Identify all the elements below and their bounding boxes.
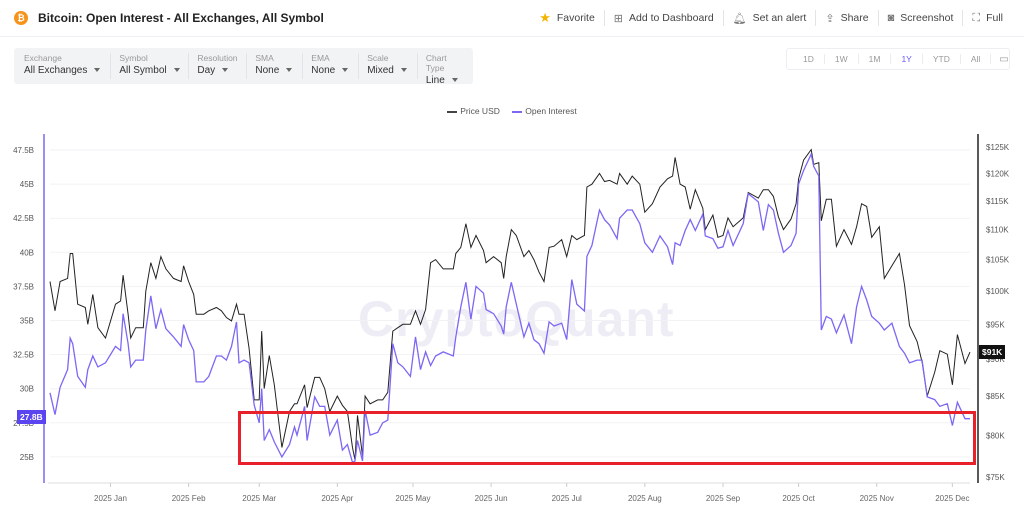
resolution-select[interactable]: Resolution Day (197, 53, 248, 79)
ema-select[interactable]: EMA None (311, 53, 360, 79)
x-axis-tick-label: 2025 Oct (782, 494, 815, 503)
right-axis-tick-label: $110K (986, 226, 1009, 235)
range-1d[interactable]: 1D (793, 54, 825, 64)
x-axis-tick-label: 2025 Dec (935, 494, 969, 503)
share-icon: ⇪ (825, 12, 835, 25)
caret-down-icon (222, 68, 229, 73)
x-axis-tick-label: 2025 Nov (860, 494, 894, 503)
highlight-box (238, 411, 976, 465)
sma-select[interactable]: SMA None (255, 53, 304, 79)
right-axis-tick-label: $105K (986, 256, 1010, 265)
legend-open-interest[interactable]: Open Interest (512, 106, 577, 116)
range-1y[interactable]: 1Y (891, 54, 923, 64)
set-alert-button[interactable]: 🔔︎ Set an alert (722, 10, 816, 26)
right-axis-tick-label: $80K (986, 431, 1005, 440)
caret-down-icon (286, 68, 293, 73)
left-axis-tick-label: 45B (20, 180, 34, 189)
x-axis-tick-label: 2025 Jun (475, 494, 508, 503)
range-1m[interactable]: 1M (859, 54, 892, 64)
left-axis-tick-label: 30B (20, 385, 34, 394)
left-axis-tick-label: 25B (20, 453, 34, 462)
price-last-value-tag: $91K (979, 345, 1006, 359)
x-axis-tick-label: 2025 Aug (628, 494, 662, 503)
chart-controls: Exchange All Exchanges Symbol All Symbol R… (14, 48, 473, 86)
chart-type-select[interactable]: Chart Type Line (426, 53, 468, 86)
add-to-dashboard-button[interactable]: ⊞ Add to Dashboard (603, 10, 723, 26)
right-axis-tick-label: $100K (986, 287, 1010, 296)
bitcoin-icon: ₿ (14, 11, 28, 25)
left-axis-tick-label: 37.5B (13, 282, 34, 291)
calendar-icon[interactable]: ▭ (999, 53, 1009, 65)
fullscreen-icon: ⛶ (972, 11, 981, 24)
star-icon: ★ (539, 10, 551, 25)
range-1w[interactable]: 1W (825, 54, 859, 64)
screenshot-button[interactable]: ◙ Screenshot (877, 10, 963, 26)
left-axis-tick-label: 35B (20, 317, 34, 326)
left-axis-tick-label: 32.5B (13, 351, 34, 360)
page-title: Bitcoin: Open Interest - All Exchanges, … (38, 11, 324, 25)
header: ₿ Bitcoin: Open Interest - All Exchanges… (0, 0, 1024, 37)
symbol-select[interactable]: Symbol All Symbol (119, 53, 190, 79)
action-bar: ★ Favorite ⊞ Add to Dashboard 🔔︎ Set an ale… (530, 10, 1012, 26)
price-usd-line (49, 148, 971, 461)
chart-legend: Price USD Open Interest (0, 106, 1024, 116)
open-interest-line (49, 152, 970, 464)
left-axis-tick-label: 42.5B (13, 214, 34, 223)
x-axis-tick-label: 2025 May (395, 494, 430, 503)
right-axis-tick-label: $85K (986, 392, 1005, 401)
x-axis-tick-label: 2025 Apr (321, 494, 353, 503)
caret-down-icon (342, 68, 349, 73)
caret-down-icon (94, 68, 101, 73)
caret-down-icon (451, 78, 458, 83)
time-range-selector: 1D 1W 1M 1Y YTD All ▭ (786, 48, 1010, 70)
dashboard-icon: ⊞ (613, 12, 624, 25)
fullscreen-button[interactable]: ⛶ Full (962, 10, 1012, 26)
caret-down-icon (173, 68, 180, 73)
bell-icon: 🔔︎ (732, 12, 747, 25)
left-axis-tick-label: 40B (20, 248, 34, 257)
x-axis-tick-label: 2025 Jul (552, 494, 582, 503)
range-ytd[interactable]: YTD (923, 54, 961, 64)
favorite-button[interactable]: ★ Favorite (539, 10, 595, 25)
x-axis-tick-label: 2025 Mar (242, 494, 276, 503)
camera-icon: ◙ (887, 12, 895, 24)
right-axis-tick-label: $75K (986, 473, 1005, 482)
oi-last-value-tag: 27.8B (17, 410, 46, 424)
right-axis-tick-label: $115K (986, 197, 1009, 206)
right-axis-tick-label: $125K (986, 143, 1010, 152)
x-axis-tick-label: 2025 Sep (706, 494, 741, 503)
right-axis-tick-label: $120K (986, 169, 1010, 178)
x-axis-tick-label: 2025 Feb (172, 494, 206, 503)
left-axis-tick-label: 47.5B (13, 146, 34, 155)
exchange-select[interactable]: Exchange All Exchanges (24, 53, 112, 79)
x-axis-tick-label: 2025 Jan (94, 494, 127, 503)
range-all[interactable]: All (961, 54, 992, 64)
scale-select[interactable]: Scale Mixed (367, 53, 418, 79)
share-button[interactable]: ⇪ Share (815, 10, 877, 26)
legend-price[interactable]: Price USD (447, 106, 500, 116)
caret-down-icon (400, 68, 407, 73)
right-axis-tick-label: $90K (986, 355, 1005, 364)
right-axis-tick-label: $95K (986, 320, 1005, 329)
